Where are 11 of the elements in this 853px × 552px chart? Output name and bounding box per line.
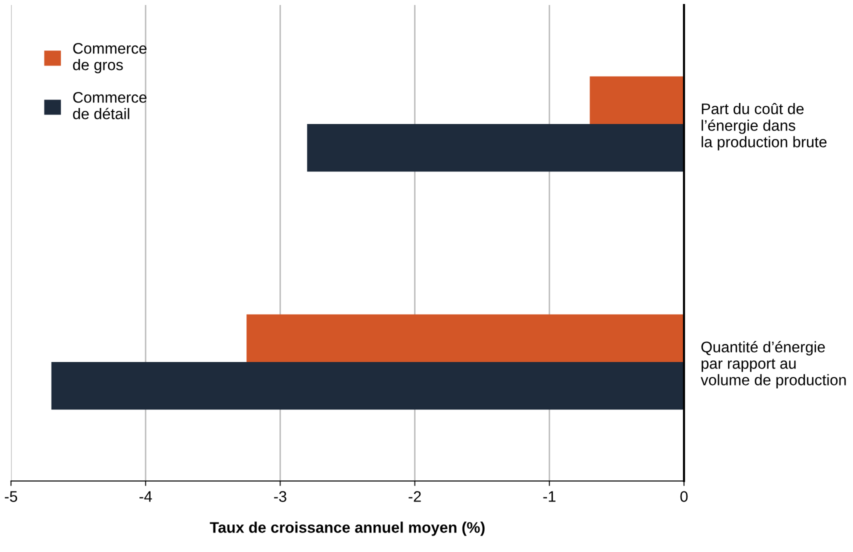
x-tick-label: 0 [680, 491, 688, 502]
legend-label: Commerce de gros [73, 42, 146, 74]
x-tick-label: -3 [274, 491, 286, 502]
x-tick-label: -1 [543, 491, 556, 502]
y-tick-label: Part du coût de l’énergie dans la production brute [702, 102, 827, 150]
x-tick-label: -5 [4, 491, 18, 502]
legend-label: Commerce de détail [73, 92, 146, 120]
x-tick-label: -2 [408, 491, 421, 502]
x-axis-title: Taux de croissance annuel moyen (%) [210, 522, 485, 536]
y-tick-label: Quantité d’énergie par rapport au volume de production [700, 341, 846, 388]
x-tick-label: -4 [139, 491, 152, 502]
